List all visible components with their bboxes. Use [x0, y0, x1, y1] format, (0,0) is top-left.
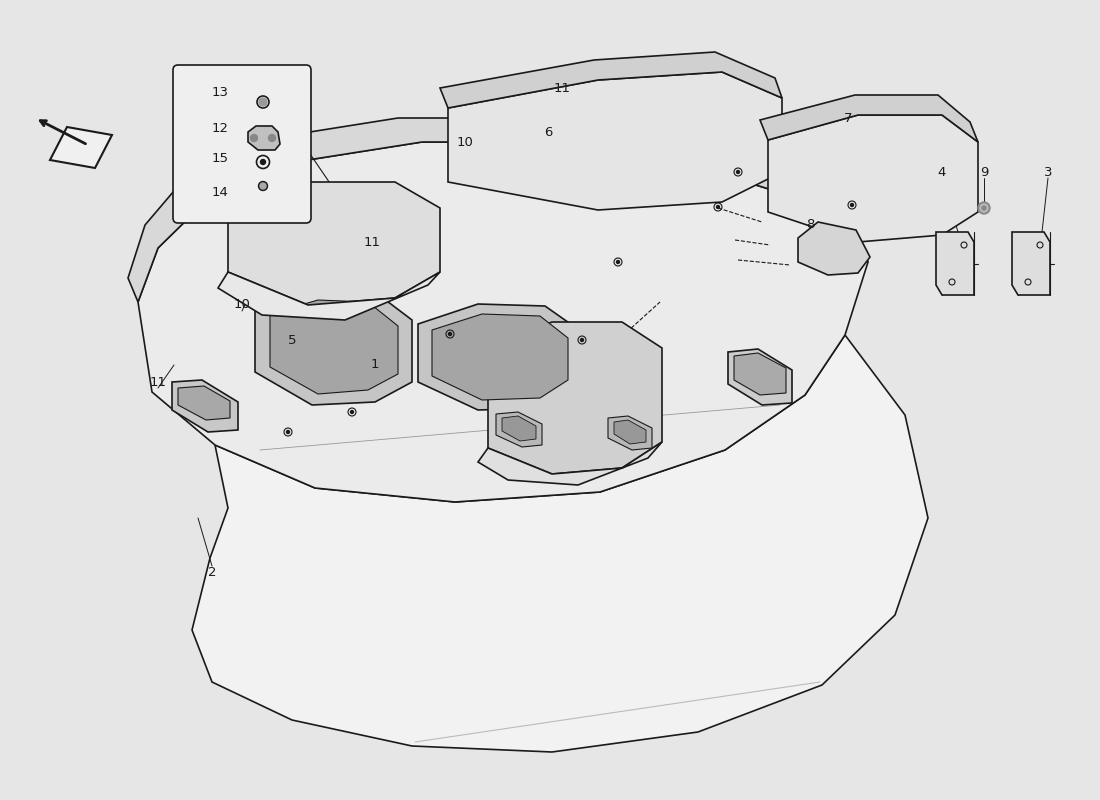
- Text: 3: 3: [1044, 166, 1053, 178]
- Polygon shape: [502, 416, 536, 441]
- Text: 4: 4: [938, 166, 946, 178]
- Circle shape: [258, 98, 267, 106]
- Circle shape: [286, 430, 289, 434]
- Circle shape: [251, 134, 257, 142]
- Circle shape: [268, 134, 275, 142]
- Polygon shape: [936, 232, 974, 295]
- Circle shape: [449, 333, 451, 335]
- Circle shape: [351, 410, 353, 414]
- Polygon shape: [768, 115, 978, 242]
- Text: 12: 12: [211, 122, 229, 134]
- Circle shape: [581, 338, 583, 342]
- Polygon shape: [270, 300, 398, 394]
- Polygon shape: [728, 349, 792, 405]
- Polygon shape: [1012, 232, 1050, 295]
- Text: 11: 11: [150, 375, 166, 389]
- Circle shape: [850, 203, 854, 206]
- Polygon shape: [178, 386, 230, 420]
- Text: 10: 10: [233, 298, 251, 311]
- Text: 13: 13: [211, 86, 229, 98]
- Polygon shape: [432, 314, 568, 400]
- Polygon shape: [496, 412, 542, 447]
- Text: 11: 11: [363, 235, 381, 249]
- Polygon shape: [138, 142, 868, 502]
- Polygon shape: [760, 95, 978, 142]
- Polygon shape: [798, 222, 870, 275]
- Text: 9: 9: [980, 166, 988, 178]
- Circle shape: [258, 182, 267, 190]
- Text: 8: 8: [806, 218, 814, 231]
- Text: 14: 14: [211, 186, 229, 198]
- Text: 15: 15: [211, 151, 229, 165]
- Polygon shape: [218, 272, 440, 320]
- Polygon shape: [192, 335, 928, 752]
- Circle shape: [616, 261, 619, 263]
- Polygon shape: [255, 290, 412, 405]
- Circle shape: [260, 183, 266, 189]
- Polygon shape: [172, 380, 238, 432]
- Polygon shape: [614, 420, 646, 444]
- Text: 5: 5: [288, 334, 296, 346]
- Circle shape: [978, 202, 990, 214]
- Text: 6: 6: [543, 126, 552, 138]
- Polygon shape: [248, 126, 280, 150]
- Polygon shape: [608, 416, 652, 450]
- Text: 1: 1: [371, 358, 380, 371]
- Circle shape: [982, 206, 986, 210]
- Polygon shape: [228, 182, 440, 305]
- Circle shape: [261, 159, 265, 165]
- FancyBboxPatch shape: [173, 65, 311, 223]
- Polygon shape: [734, 353, 786, 395]
- Text: 11: 11: [553, 82, 571, 94]
- Circle shape: [980, 204, 988, 212]
- Polygon shape: [448, 72, 782, 210]
- Circle shape: [737, 170, 739, 174]
- Polygon shape: [440, 52, 782, 108]
- Text: 10: 10: [456, 135, 473, 149]
- Polygon shape: [50, 127, 112, 168]
- Polygon shape: [128, 118, 868, 302]
- Polygon shape: [418, 304, 582, 410]
- Polygon shape: [478, 442, 662, 485]
- Text: 2: 2: [208, 566, 217, 578]
- Circle shape: [716, 206, 719, 209]
- Polygon shape: [488, 322, 662, 474]
- Text: 7: 7: [844, 111, 852, 125]
